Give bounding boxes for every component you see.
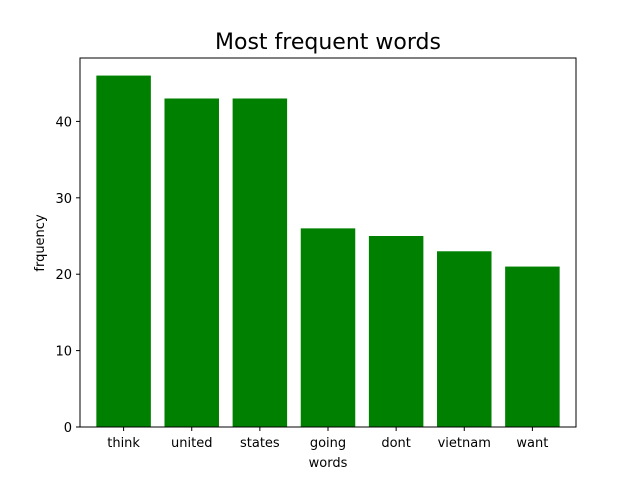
y-tick-label: 40 — [55, 115, 72, 130]
bar-going — [300, 228, 356, 427]
bar-want — [505, 266, 560, 427]
x-axis-ticks: think united states going dont vietnam want — [107, 427, 548, 451]
x-axis-label: words — [309, 456, 348, 471]
y-axis-ticks: 0 10 20 30 40 — [55, 115, 80, 436]
bar-dont — [368, 236, 424, 427]
x-tick-label: vietnam — [438, 436, 491, 451]
y-tick-label: 30 — [55, 192, 72, 207]
x-tick-label: united — [171, 436, 212, 451]
bars-group — [96, 75, 560, 428]
bar-vietnam — [437, 251, 492, 427]
y-axis-label: frquency — [33, 214, 48, 272]
x-tick-label: dont — [381, 436, 411, 451]
x-tick-label: want — [516, 436, 548, 451]
y-tick-label: 20 — [55, 268, 72, 283]
plot-frame — [79, 57, 577, 428]
x-tick-label: states — [240, 436, 280, 451]
y-tick-label: 10 — [55, 345, 72, 360]
bar-think — [96, 75, 151, 428]
x-tick-label: going — [310, 436, 346, 451]
chart-title: Most frequent words — [215, 30, 441, 55]
bar-states — [232, 98, 288, 427]
bar-united — [164, 98, 219, 427]
y-tick-label: 0 — [64, 421, 72, 436]
x-tick-label: think — [107, 436, 140, 451]
